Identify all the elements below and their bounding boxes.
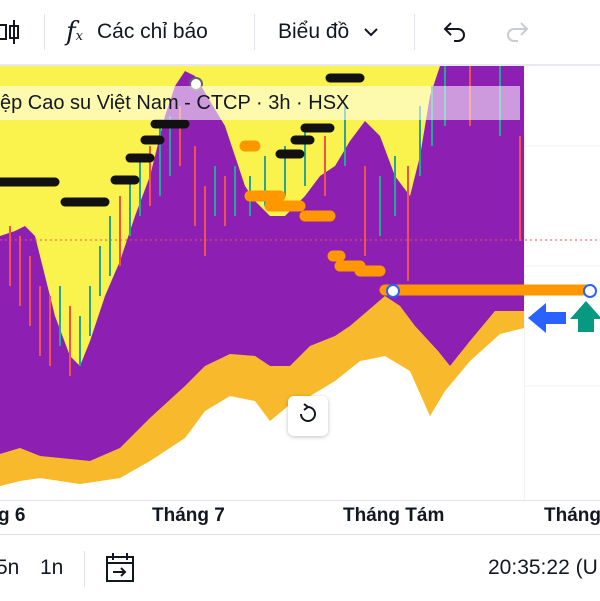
reset-chart-button[interactable] xyxy=(288,396,328,436)
candle-bar-icon[interactable] xyxy=(0,0,22,64)
range-1n-button[interactable]: 1n xyxy=(40,535,63,601)
range-1n-label: 1n xyxy=(40,556,64,579)
legend-label[interactable]: ệp Cao su Việt Nam - CTCP · 3h · HSX xyxy=(0,86,520,120)
time-axis[interactable]: g 6 Tháng 7 Tháng Tám Tháng xyxy=(0,500,600,535)
redo-icon[interactable] xyxy=(504,0,532,64)
chart-canvas xyxy=(0,66,600,500)
price-scale[interactable] xyxy=(524,66,600,500)
indicators-button[interactable]: fx Các chỉ báo xyxy=(66,0,208,64)
chart-type-button[interactable]: Biểu đồ xyxy=(278,0,379,64)
function-icon: fx xyxy=(66,17,83,47)
top-toolbar: fx Các chỉ báo Biểu đồ xyxy=(0,0,600,64)
go-to-date-icon[interactable] xyxy=(104,535,138,601)
time-label: Tháng 7 xyxy=(152,505,225,526)
toolbar-divider xyxy=(44,14,45,50)
bottom-divider xyxy=(84,551,85,587)
time-label: Tháng Tám xyxy=(343,505,445,526)
chart-type-label: Biểu đồ xyxy=(278,20,350,43)
time-label: Tháng xyxy=(544,505,600,526)
chevron-down-icon xyxy=(363,20,379,44)
bottom-bar: 5n 1n 20:35:22 (U xyxy=(0,534,600,601)
range-5n-label: 5n xyxy=(0,556,20,579)
toolbar-divider-line xyxy=(0,64,600,66)
time-label: g 6 xyxy=(0,505,26,526)
clock-label: 20:35:22 (U xyxy=(488,556,598,579)
chart-area[interactable]: ệp Cao su Việt Nam - CTCP · 3h · HSX xyxy=(0,66,600,500)
undo-icon[interactable] xyxy=(440,0,468,64)
clock-display[interactable]: 20:35:22 (U xyxy=(488,535,598,601)
refresh-icon xyxy=(297,402,319,430)
toolbar-divider xyxy=(414,14,415,50)
range-5n-button[interactable]: 5n xyxy=(0,535,19,601)
toolbar-divider xyxy=(254,14,255,50)
indicators-label: Các chỉ báo xyxy=(96,20,208,43)
